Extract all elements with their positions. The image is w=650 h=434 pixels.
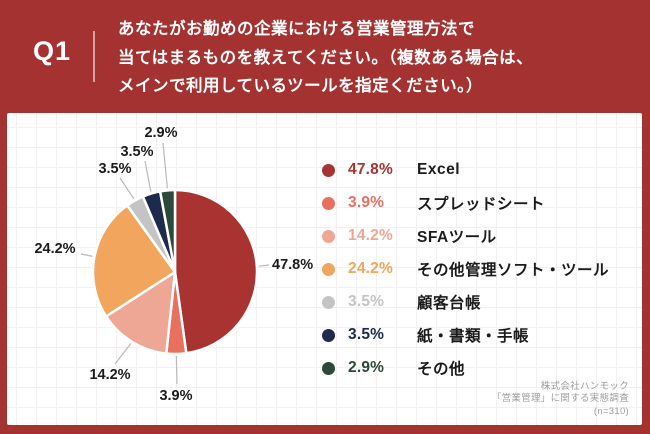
- legend-percent: 3.9%: [348, 194, 385, 211]
- legend-label: 顧客台帳: [417, 295, 482, 312]
- legend: 47.8% Excel 3.9% スプレッドシート 14.2% SFAツール 24.2% その…: [322, 159, 609, 379]
- pie-slice: [91, 204, 177, 318]
- leader-line: [162, 142, 168, 189]
- legend-percent: 2.9%: [348, 359, 385, 376]
- chart-panel: 47.8% 3.9% 14.2% 24.2% 3.5% 3.5% 2.9% 47.8% Exc…: [7, 113, 642, 425]
- pie-slice: [104, 270, 177, 355]
- legend-dot-icon: [322, 328, 335, 342]
- leader-line: [175, 355, 178, 385]
- legend-dot-icon: [322, 196, 335, 210]
- question-line-3: メインで利用しているツールを指定ください。）: [118, 77, 483, 95]
- question-number: Q1: [33, 36, 72, 66]
- legend-percent: 3.5%: [348, 293, 385, 310]
- source-line-1: 株式会社ハンモック: [540, 380, 629, 392]
- legend-percent: 14.2%: [348, 227, 393, 244]
- pie-slice: [158, 188, 177, 274]
- legend-dot-icon: [322, 229, 335, 243]
- pie-percent-label: 3.5%: [120, 144, 153, 160]
- legend-item: 3.5% 顧客台帳: [322, 291, 609, 313]
- legend-item: 3.9% スプレッドシート: [322, 192, 609, 214]
- leader-line: [144, 160, 152, 192]
- legend-percent: 24.2%: [348, 260, 393, 277]
- pie-percent-label: 2.9%: [144, 125, 177, 141]
- legend-dot-icon: [322, 262, 335, 276]
- legend-item: 14.2% SFAツール: [322, 225, 609, 247]
- legend-item: 47.8% Excel: [322, 159, 609, 181]
- leader-line: [119, 177, 135, 200]
- header-divider: [93, 31, 95, 82]
- leader-line: [258, 264, 270, 267]
- legend-item: 2.9% その他: [322, 357, 609, 379]
- legend-label: Excel: [417, 161, 461, 178]
- question-text: あなたがお勤めの企業における営業管理方法で 当てはまるものを教えてください。（複…: [118, 15, 533, 101]
- legend-percent: 3.5%: [348, 326, 385, 343]
- source-note: 株式会社ハンモック 「営業管理」に関する実態調査 (n=310): [492, 381, 629, 419]
- pie-percent-labels: 47.8% 3.9% 14.2% 24.2% 3.5%3.5% 2.9%: [34, 125, 313, 404]
- leader-line: [80, 253, 93, 257]
- question-header: Q1 あなたがお勤めの企業における営業管理方法で 当てはまるものを教えてください…: [0, 0, 650, 113]
- legend-label: その他: [417, 361, 466, 378]
- pie-chart: 47.8% 3.9% 14.2% 24.2% 3.5%3.5% 2.9%: [34, 125, 313, 404]
- legend-label: その他管理ソフト・ツール: [417, 262, 610, 279]
- source-line-3: (n=310): [593, 405, 629, 417]
- pie-percent-label: 14.2%: [89, 367, 130, 383]
- legend-label: スプレッドシート: [417, 196, 546, 213]
- pie-percent-label: 3.5%: [98, 161, 131, 177]
- legend-dot-icon: [322, 163, 335, 177]
- legend-dot-icon: [322, 361, 335, 375]
- pie-percent-label: 24.2%: [34, 241, 75, 257]
- legend-label: 紙・書類・手帳: [417, 328, 530, 345]
- leader-lines: [80, 142, 270, 385]
- question-line-2: 当てはまるものを教えてください。（複数ある場合は、: [118, 48, 534, 67]
- legend-percent: 47.8%: [348, 161, 393, 178]
- pie-slice: [173, 188, 259, 355]
- leader-line: [114, 343, 132, 365]
- legend-item: 24.2% その他管理ソフト・ツール: [322, 258, 609, 280]
- source-line-2: 「営業管理」に関する実態調査: [491, 393, 629, 404]
- pie-percent-label: 47.8%: [272, 257, 313, 273]
- legend-item: 3.5% 紙・書類・手帳: [322, 324, 609, 346]
- legend-dot-icon: [322, 295, 335, 309]
- question-line-1: あなたがお勤めの企業における営業管理方法で: [118, 20, 475, 38]
- pie-percent-label: 3.9%: [159, 388, 192, 404]
- legend-label: SFAツール: [417, 229, 497, 246]
- pie-slices: [91, 188, 259, 356]
